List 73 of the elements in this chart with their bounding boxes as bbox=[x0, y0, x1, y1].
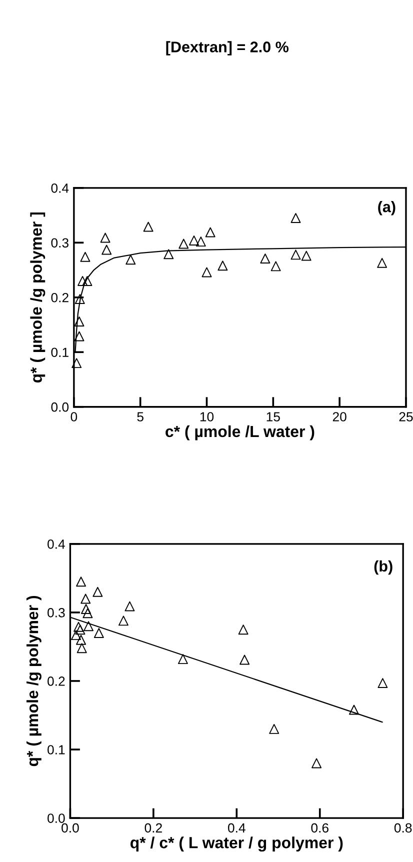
y-tick-label: 0.2 bbox=[48, 676, 65, 686]
point bbox=[75, 624, 86, 635]
y-axis-title: q* ( µmole /g polymer ] bbox=[30, 212, 46, 383]
x-axis-title: q* / c* ( L water / g polymer ) bbox=[130, 836, 343, 852]
y-tick-label: 0.3 bbox=[51, 238, 68, 248]
x-tick-label: 0 bbox=[70, 412, 78, 422]
point bbox=[84, 621, 94, 632]
point bbox=[76, 634, 86, 645]
point bbox=[218, 260, 228, 271]
x-tick-label: 0.2 bbox=[144, 823, 162, 833]
point bbox=[82, 608, 93, 618]
annotation: (b) bbox=[374, 560, 392, 575]
point bbox=[290, 250, 301, 260]
point bbox=[290, 213, 301, 224]
point bbox=[92, 586, 103, 597]
x-tick-label: 0.8 bbox=[394, 823, 412, 833]
point bbox=[124, 601, 135, 612]
annotation: (a) bbox=[378, 201, 396, 216]
point bbox=[240, 654, 250, 665]
y-axis-title: q* ( µmole /g polymer ) bbox=[26, 596, 42, 766]
y-tick-label: 0.0 bbox=[51, 402, 69, 412]
x-tick-label: 5 bbox=[137, 412, 144, 422]
y-tick-label: 0.3 bbox=[48, 608, 65, 618]
point bbox=[238, 624, 248, 635]
point bbox=[100, 232, 110, 243]
point bbox=[94, 628, 104, 638]
point bbox=[82, 276, 92, 286]
point bbox=[74, 294, 85, 304]
point bbox=[72, 358, 82, 368]
point bbox=[196, 236, 206, 247]
point bbox=[80, 594, 91, 604]
point bbox=[260, 254, 270, 264]
y-tick-label: 0.2 bbox=[51, 292, 68, 302]
point bbox=[178, 238, 189, 249]
point bbox=[164, 249, 174, 260]
point bbox=[74, 331, 84, 342]
point bbox=[178, 654, 188, 664]
point bbox=[81, 604, 92, 614]
y-tick-label: 0.4 bbox=[51, 183, 69, 193]
x-axis-title: c* ( µmole /L water ) bbox=[166, 425, 314, 440]
point bbox=[76, 643, 87, 654]
point bbox=[189, 235, 199, 246]
x-tick-label: 15 bbox=[266, 412, 280, 422]
x-tick-label: 0.6 bbox=[311, 823, 328, 833]
x-tick-label: 0.4 bbox=[228, 823, 246, 833]
y-tick-label: 0.1 bbox=[48, 745, 65, 754]
x-tick-label: 25 bbox=[399, 412, 413, 422]
chart-title: [Dextran] = 2.0 % bbox=[166, 41, 289, 56]
y-tick-label: 0.0 bbox=[48, 814, 65, 823]
point bbox=[202, 267, 212, 278]
y-tick-label: 0.4 bbox=[48, 539, 65, 549]
point bbox=[80, 252, 90, 262]
x-tick-label: 10 bbox=[200, 412, 214, 422]
point bbox=[71, 630, 82, 640]
point bbox=[74, 622, 84, 632]
point bbox=[377, 258, 388, 268]
y-tick-label: 0.1 bbox=[51, 348, 68, 358]
point bbox=[378, 678, 388, 688]
point bbox=[76, 576, 86, 587]
point bbox=[143, 222, 154, 232]
x-tick-label: 20 bbox=[332, 412, 346, 422]
point bbox=[205, 227, 216, 238]
point bbox=[102, 244, 112, 255]
point bbox=[78, 276, 88, 286]
point bbox=[126, 254, 136, 265]
point bbox=[269, 724, 280, 734]
point bbox=[349, 704, 359, 715]
point bbox=[301, 250, 312, 261]
point bbox=[74, 316, 84, 326]
x-tick-label: 0.0 bbox=[62, 823, 79, 833]
point bbox=[270, 261, 281, 272]
point bbox=[312, 758, 322, 768]
point bbox=[118, 616, 128, 626]
